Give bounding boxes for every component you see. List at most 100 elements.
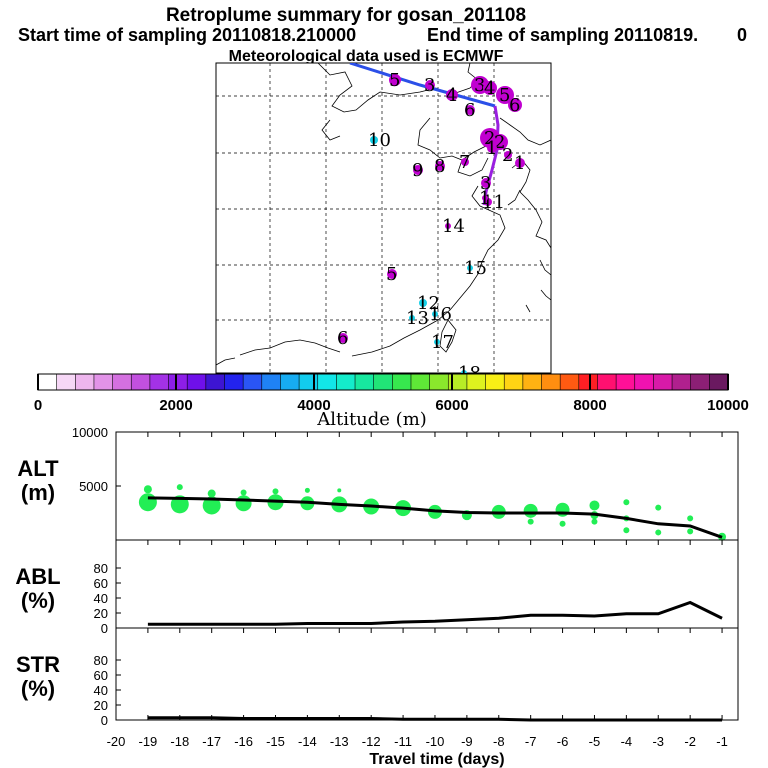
colorbar-swatch — [75, 374, 95, 390]
map-marker-label: 10 — [368, 130, 391, 151]
colorbar-swatch — [522, 374, 542, 390]
map-marker — [482, 195, 488, 201]
x-axis-tick-label: -17 — [202, 734, 221, 749]
map-marker — [508, 98, 522, 112]
colorbar-swatch — [280, 374, 300, 390]
met-data-label: Meteorological data used is ECMWF — [229, 48, 504, 65]
scatter-dot — [207, 489, 216, 498]
x-axis-tick-label: -19 — [138, 734, 157, 749]
map-marker-label: 3 — [480, 173, 491, 194]
map-marker-label: 2 — [502, 145, 513, 166]
scatter-dot — [176, 484, 183, 491]
x-axis-tick-label: -15 — [266, 734, 285, 749]
colorbar-swatch — [392, 374, 412, 390]
scatter-dot — [687, 515, 694, 522]
map-marker-label: 6 — [337, 328, 348, 349]
colorbar-swatch — [168, 374, 188, 390]
y-tick-label: 60 — [94, 668, 108, 683]
x-axis-tick-label: -9 — [461, 734, 473, 749]
colorbar-swatch — [317, 374, 337, 390]
time-series-panels: ALT(m)100005000ABL(%)020406080STR(%)0204… — [15, 425, 739, 728]
map-marker — [387, 269, 397, 279]
map-marker-label: 4 — [446, 85, 457, 106]
map-marker-label: 16 — [429, 304, 452, 325]
altitude-colorbar — [37, 373, 729, 391]
map-marker-label: 3 — [424, 75, 435, 96]
map-marker — [370, 136, 378, 144]
x-axis-tick-label: -20 — [107, 734, 126, 749]
map-marker — [483, 81, 497, 95]
x-axis-tick-label: -11 — [394, 734, 412, 749]
colorbar-swatch — [578, 374, 598, 390]
colorbar-tick-label: 6000 — [435, 397, 468, 414]
map-marker-label: 18 — [458, 363, 481, 384]
colorbar-swatch — [243, 374, 263, 390]
map-marker — [338, 333, 348, 343]
colorbar-swatch — [205, 374, 225, 390]
colorbar-tick-label: 4000 — [297, 397, 330, 414]
series-line — [147, 600, 723, 626]
colorbar-swatch — [466, 374, 486, 390]
map-marker-label: 8 — [434, 156, 445, 177]
panel-frame — [115, 627, 739, 721]
colorbar-swatch — [187, 374, 207, 390]
colorbar-swatch — [690, 374, 710, 390]
panel-alt: ALT(m) 10000 5000 — [17, 425, 739, 541]
colorbar-swatch — [93, 374, 113, 390]
colorbar-swatch — [38, 374, 58, 390]
map-marker — [467, 265, 473, 271]
scatter-dot — [337, 488, 342, 493]
map-marker — [461, 158, 469, 166]
x-axis-tick-label: -16 — [234, 734, 253, 749]
colorbar-swatch — [448, 374, 468, 390]
y-tick-label: 10000 — [72, 425, 108, 440]
colorbar-swatch — [131, 374, 151, 390]
map-marker — [481, 178, 491, 188]
scatter-dot — [272, 488, 279, 495]
map-marker-label: 3 — [474, 75, 485, 96]
map-marker-label: 1 — [479, 188, 490, 209]
panel-unit: (%) — [21, 588, 55, 613]
colorbar-swatch — [429, 374, 449, 390]
map-marker-label: 7 — [459, 152, 470, 173]
map-markers: 53434566221109873211111415512131661718 — [337, 70, 525, 384]
map-marker — [461, 370, 467, 373]
map-marker — [432, 311, 438, 317]
map-marker-label: 6 — [509, 95, 520, 116]
x-axis-tick-label: -12 — [362, 734, 381, 749]
end-time-label: End time of sampling 20110819. — [427, 25, 698, 45]
map-marker — [425, 80, 435, 90]
map-marker-label: 5 — [389, 70, 400, 91]
colorbar-swatch — [709, 374, 729, 390]
colorbar-swatch — [299, 374, 319, 390]
colorbar-swatch — [672, 374, 692, 390]
scatter-dot — [143, 485, 152, 494]
y-tick-label: 5000 — [79, 479, 108, 494]
colorbar-swatch — [149, 374, 169, 390]
y-tick-label: 0 — [101, 713, 108, 728]
colorbar-swatch — [56, 374, 76, 390]
colorbar-swatch — [410, 374, 431, 390]
scatter-dot — [655, 529, 662, 536]
map-marker — [413, 165, 423, 175]
scatter-dot — [138, 493, 157, 512]
colorbar-tick-label: 8000 — [573, 397, 606, 414]
panel-frame — [115, 431, 739, 541]
panel-title: ABL — [15, 564, 60, 589]
x-axis-tick-label: -5 — [589, 734, 601, 749]
scatter-dot — [559, 520, 566, 527]
panel-title: ALT — [17, 456, 59, 481]
colorbar-tick-label: 10000 — [707, 397, 749, 414]
map-marker — [504, 151, 512, 159]
map-marker-label: 4 — [484, 78, 495, 99]
y-tick-label: 40 — [94, 591, 108, 606]
scatter-dot — [623, 527, 630, 534]
y-tick-label: 80 — [94, 561, 108, 576]
map-marker-label: 2 — [484, 128, 495, 149]
panel-unit: (m) — [21, 480, 55, 505]
map-marker-label: 6 — [464, 100, 475, 121]
scatter-dot — [235, 495, 252, 512]
map-marker-label: 5 — [386, 264, 397, 285]
x-axis-tick-label: -8 — [493, 734, 505, 749]
